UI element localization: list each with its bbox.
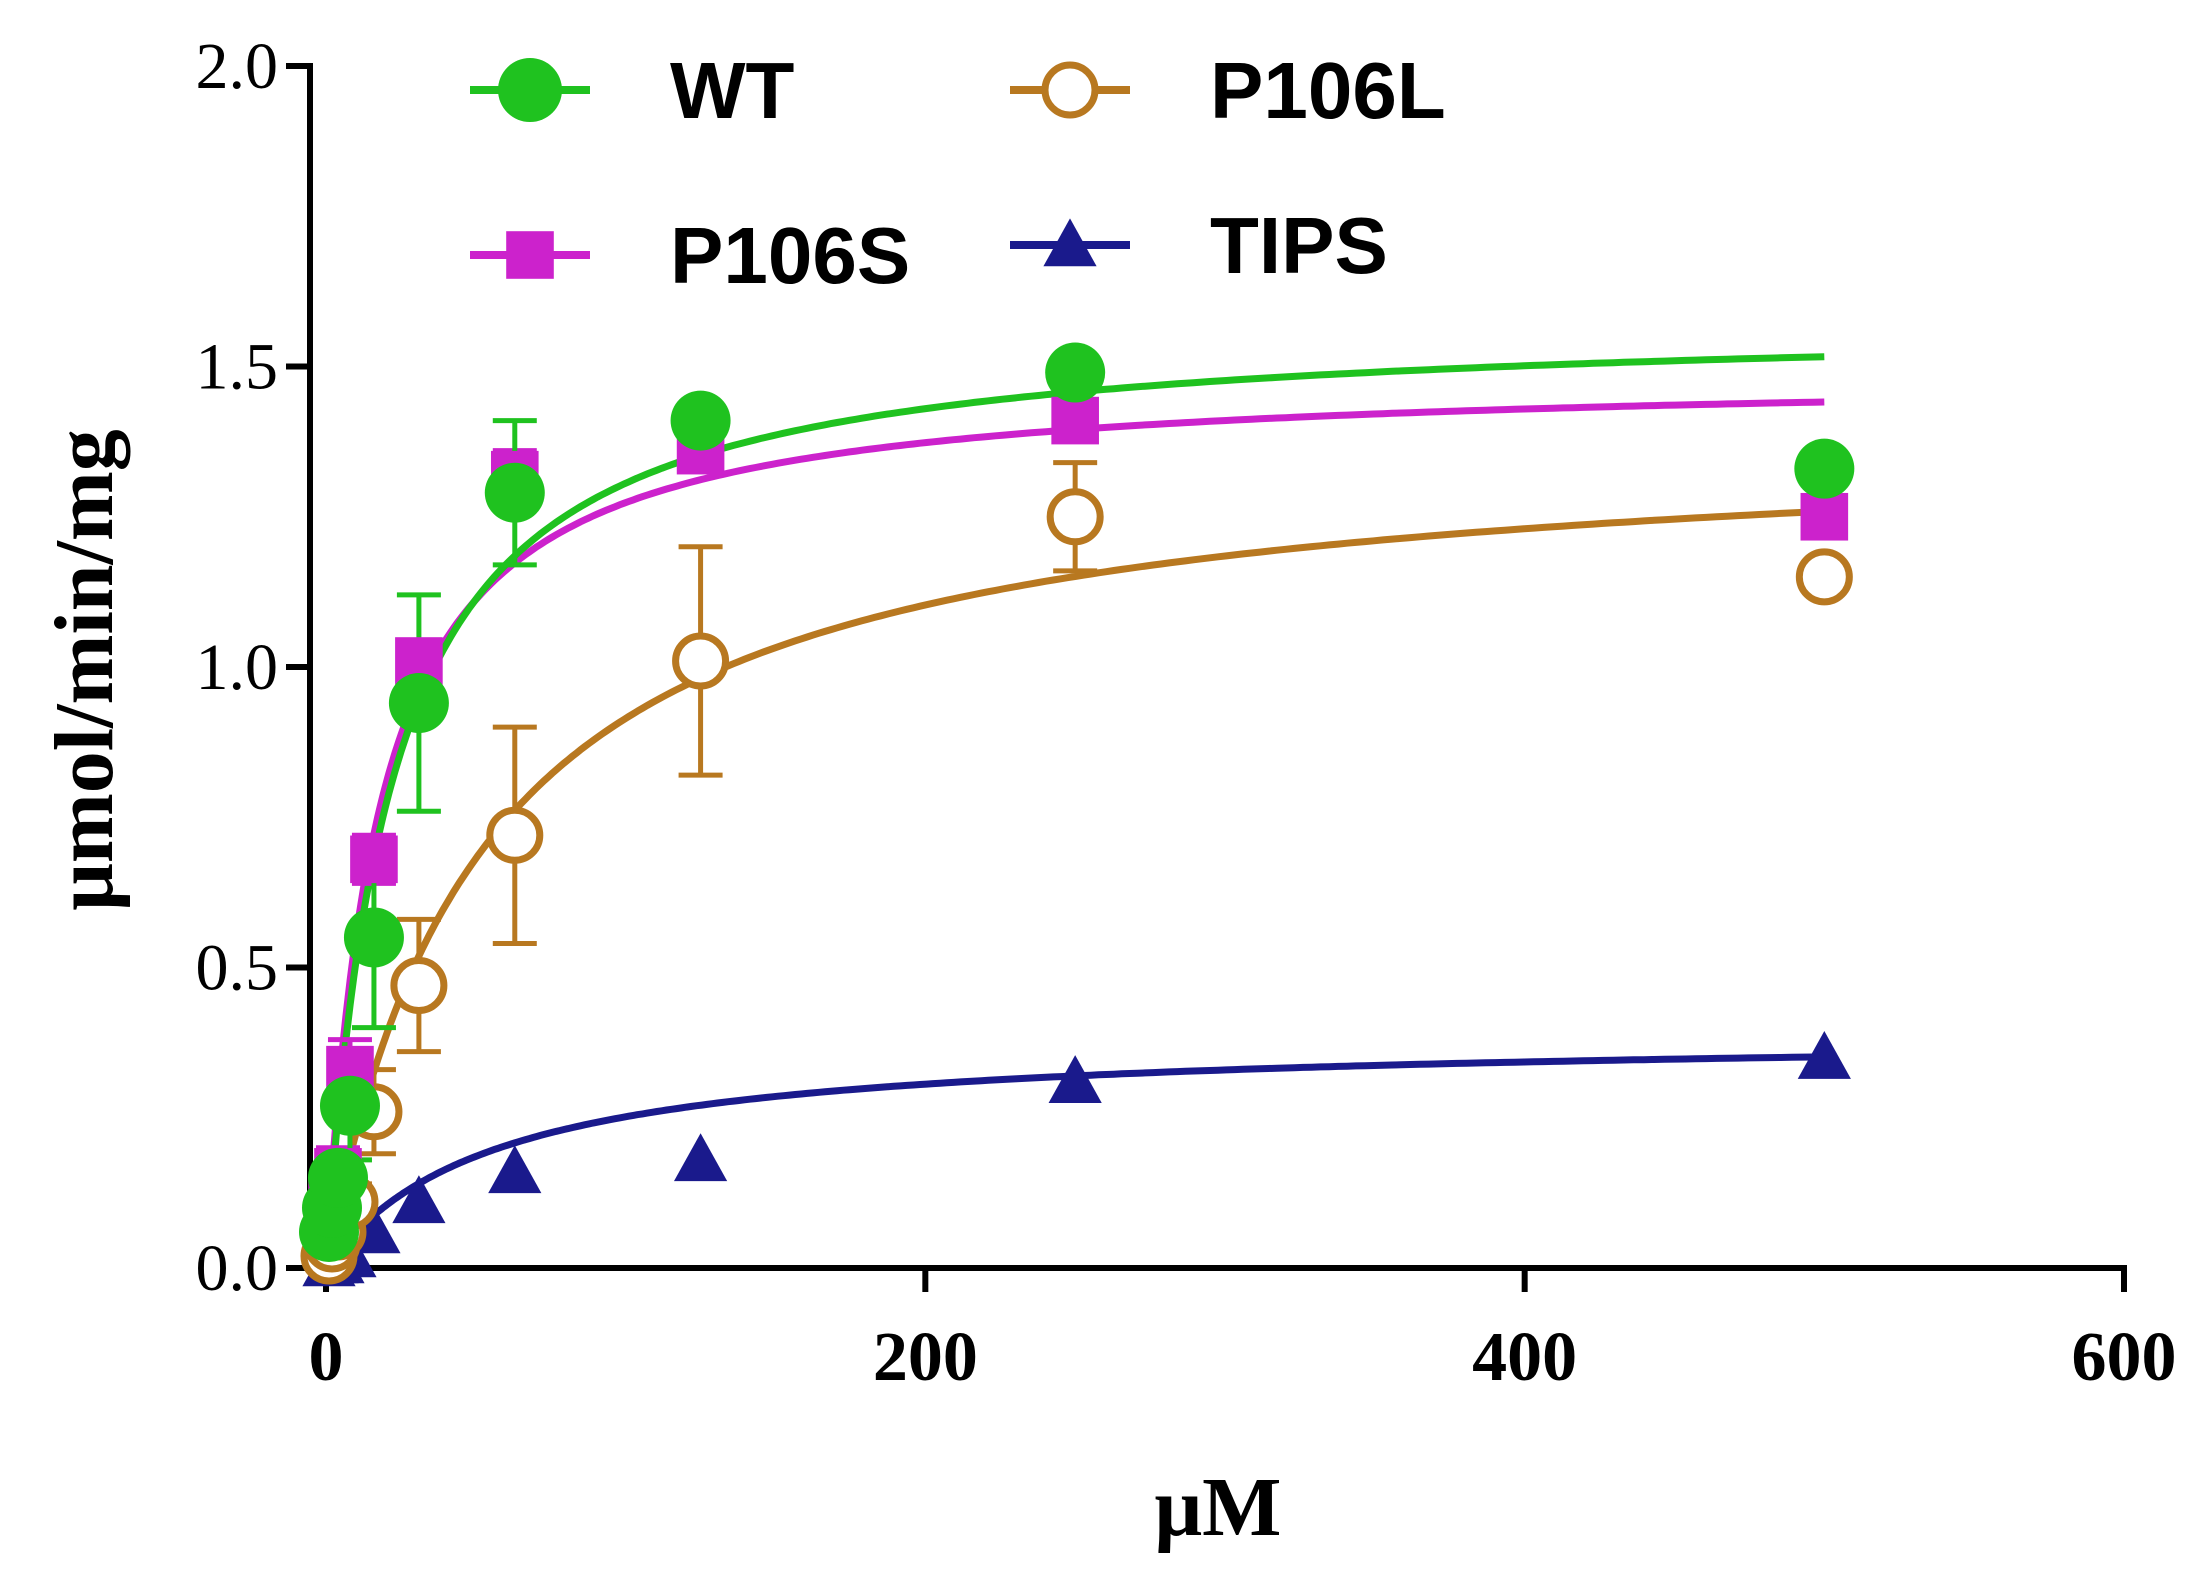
data-point-tips bbox=[1797, 1031, 1851, 1079]
data-point-p106s bbox=[350, 835, 398, 884]
legend: WT P106S P106L TIPS bbox=[470, 46, 1446, 300]
x-tick-label: 0 bbox=[309, 1319, 344, 1396]
data-point-p106l bbox=[1046, 488, 1104, 546]
legend-marker-p106s bbox=[506, 231, 554, 279]
y-tick-label: 0.0 bbox=[196, 1232, 279, 1305]
x-axis-title: μM bbox=[1155, 1461, 1282, 1554]
x-tick-label: 400 bbox=[1472, 1319, 1577, 1396]
data-point-p106s bbox=[1800, 492, 1849, 541]
data-point-p106l bbox=[390, 957, 448, 1015]
data-points bbox=[298, 342, 1855, 1287]
axes: 0.0 0.5 1.0 1.5 2.0 0 200 400 600 bbox=[196, 30, 2177, 1396]
y-tick-label: 1.5 bbox=[196, 331, 279, 404]
legend-label-wt: WT bbox=[670, 46, 795, 135]
data-point-wt bbox=[1045, 342, 1106, 403]
data-point-wt bbox=[343, 907, 404, 968]
legend-marker-wt bbox=[498, 58, 562, 122]
data-point-p106l bbox=[1795, 548, 1853, 606]
data-point-wt bbox=[307, 1147, 368, 1208]
data-point-tips bbox=[1048, 1055, 1102, 1103]
data-point-wt bbox=[1794, 438, 1855, 499]
legend-label-p106s: P106S bbox=[670, 211, 910, 300]
data-point-wt bbox=[670, 390, 731, 451]
data-point-p106l bbox=[486, 806, 544, 864]
y-axis-title: μmol/min/mg bbox=[38, 429, 131, 911]
x-tick-label: 600 bbox=[2072, 1319, 2177, 1396]
data-point-wt bbox=[484, 462, 545, 523]
y-tick-label: 2.0 bbox=[196, 30, 279, 103]
legend-label-p106l: P106L bbox=[1210, 46, 1446, 135]
fit-curve-wt bbox=[322, 353, 1825, 1269]
data-point-p106s bbox=[1051, 396, 1099, 445]
y-tick-label: 0.5 bbox=[196, 932, 279, 1005]
legend-label-tips: TIPS bbox=[1210, 201, 1388, 290]
x-tick-label: 200 bbox=[873, 1319, 978, 1396]
data-point-p106l bbox=[672, 632, 730, 690]
data-point-tips bbox=[488, 1145, 542, 1194]
legend-marker-tips bbox=[1043, 218, 1097, 267]
error-bars bbox=[306, 418, 1098, 1265]
data-point-wt bbox=[388, 673, 449, 734]
y-tick-label: 1.0 bbox=[196, 631, 279, 704]
data-point-tips bbox=[673, 1133, 728, 1182]
legend-marker-p106l bbox=[1041, 61, 1099, 119]
fit-curve-p106l bbox=[322, 507, 1825, 1270]
data-point-wt bbox=[319, 1075, 380, 1136]
data-point-tips bbox=[392, 1175, 446, 1224]
